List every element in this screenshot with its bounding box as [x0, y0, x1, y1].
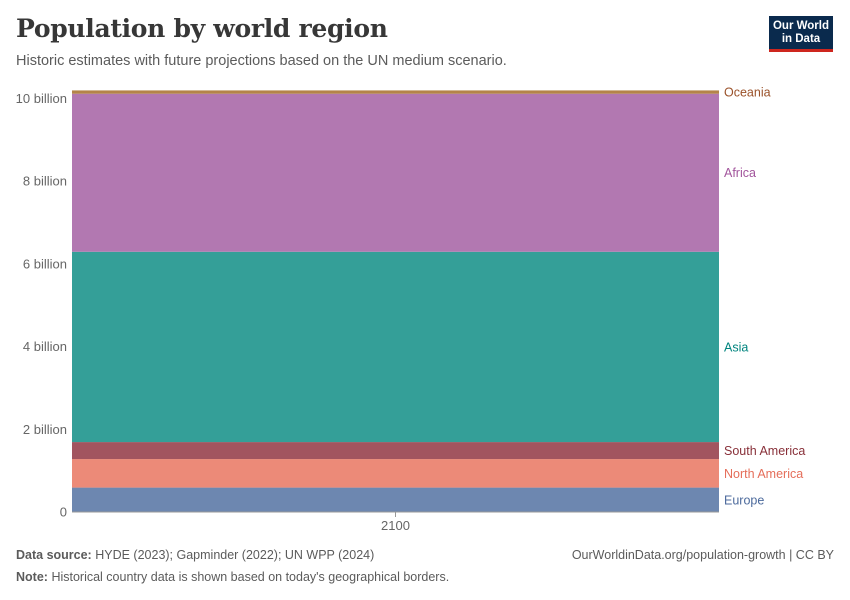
axes: 0 2 billion 4 billion 6 billion 8 billion 10 … [16, 91, 719, 533]
y-tick-label: 4 billion [23, 339, 67, 354]
x-tick-label: 2100 [381, 518, 410, 533]
area-south-america[interactable] [72, 442, 719, 460]
y-tick-label: 10 billion [16, 91, 67, 106]
series-label-europe[interactable]: Europe [724, 493, 764, 507]
note-label: Note: [16, 570, 48, 584]
chart-title: Population by world region [16, 14, 388, 43]
series-label-south-america[interactable]: South America [724, 444, 805, 458]
data-source-label: Data source: [16, 548, 92, 562]
series-label-north-america[interactable]: North America [724, 467, 803, 481]
y-tick-label: 8 billion [23, 174, 67, 189]
data-source-text[interactable]: HYDE (2023); Gapminder (2022); UN WPP (2… [95, 548, 375, 562]
owid-logo[interactable]: Our World in Data [769, 16, 833, 52]
area-asia[interactable] [72, 251, 719, 443]
series-label-africa[interactable]: Africa [724, 166, 756, 180]
chart-note: Note: Historical country data is shown b… [16, 570, 449, 584]
y-tick-label: 0 [60, 505, 67, 520]
series-label-oceania[interactable]: Oceania [724, 86, 771, 100]
series-label-asia[interactable]: Asia [724, 340, 748, 354]
chart-subtitle: Historic estimates with future projectio… [16, 53, 507, 69]
logo-line-1: Our World [772, 20, 829, 32]
credit-link[interactable]: OurWorldinData.org/population-growth | C… [571, 548, 834, 562]
series-labels: Europe North America South America Asia Afri… [724, 86, 805, 508]
area-oceania[interactable] [72, 90, 719, 94]
y-tick-label: 6 billion [23, 256, 67, 271]
y-tick-label: 2 billion [23, 422, 67, 437]
area-north-america[interactable] [72, 459, 719, 488]
area-series [72, 90, 719, 512]
data-source: Data source: HYDE (2023); Gapminder (202… [16, 548, 374, 562]
logo-line-2: in Data [781, 33, 821, 45]
area-europe[interactable] [72, 487, 719, 512]
area-africa[interactable] [72, 93, 719, 252]
note-text: Historical country data is shown based o… [51, 570, 450, 584]
